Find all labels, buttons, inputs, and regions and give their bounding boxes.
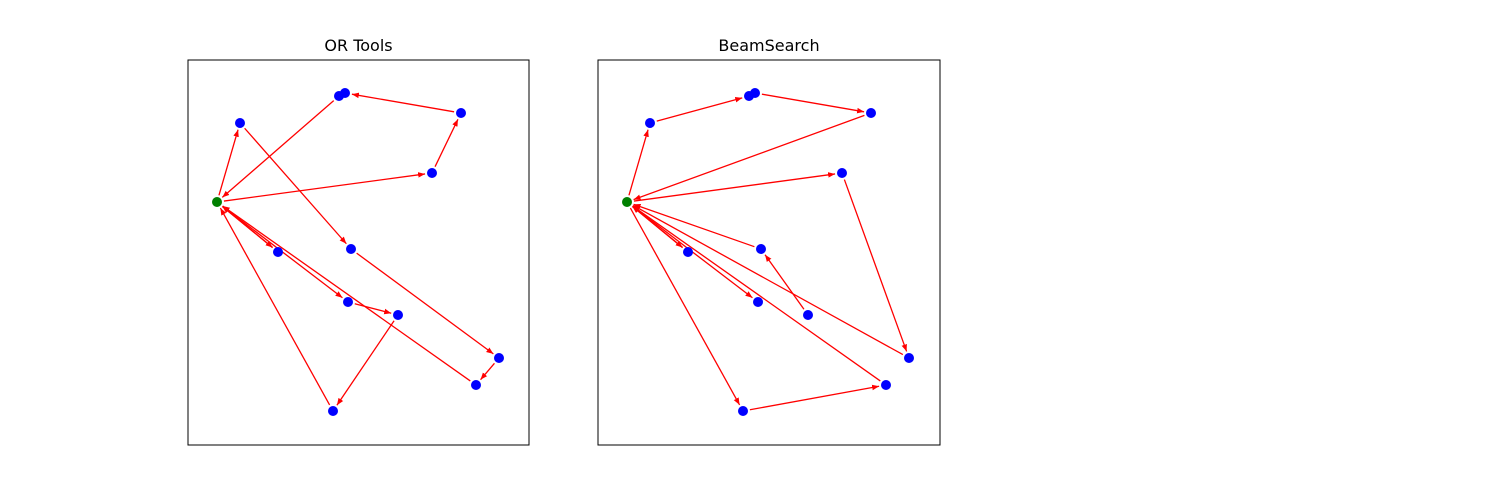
customer-node-n9 [803,310,813,320]
depot-node [622,197,632,207]
panel-or-tools: OR Tools [187,36,530,446]
node-layer [622,88,914,416]
route-edge-n4-depot [633,114,865,201]
route-edge-depot-n5 [223,172,426,202]
node-layer [212,88,504,416]
route-edge-n8-n9 [354,303,392,315]
route-edge-n3-n4 [761,93,865,114]
route-edge-n5-n10 [843,179,908,352]
customer-node-n9 [393,310,403,320]
plot-frame [187,59,530,446]
route-edge-n9-n12 [336,320,395,406]
route-edge-n11-depot [222,205,471,382]
customer-node-n6 [683,247,693,257]
plot-frame [597,59,941,446]
customer-node-n1 [235,118,245,128]
customer-node-n7 [346,244,356,254]
route-edge-n12-n11 [749,384,880,411]
customer-node-n10 [494,353,504,363]
customer-node-n10 [904,353,914,363]
panel-title: OR Tools [324,36,392,55]
customer-node-n3 [340,88,350,98]
route-edge-n10-n11 [480,362,495,381]
customer-node-n4 [866,108,876,118]
customer-node-n1 [645,118,655,128]
customer-node-n12 [738,406,748,416]
route-edge-depot-n12 [629,207,741,406]
customer-node-n3 [750,88,760,98]
customer-node-n4 [456,108,466,118]
customer-node-n8 [343,297,353,307]
route-edge-depot-n1 [218,129,239,196]
route-edge-n1-n7 [244,127,347,245]
route-edge-n7-n10 [356,252,494,355]
customer-node-n6 [273,247,283,257]
customer-node-n11 [881,380,891,390]
panel-beamsearch: BeamSearch [597,36,941,446]
customer-node-n11 [471,380,481,390]
customer-node-n7 [756,244,766,254]
route-edge-n11-depot [632,205,881,382]
route-edge-n5-n4 [434,119,459,167]
route-edge-n9-n7 [764,254,805,310]
route-edge-n1-n2 [656,96,743,122]
route-edge-n4-n3 [351,92,455,113]
customer-node-n12 [328,406,338,416]
panel-title: BeamSearch [718,36,819,55]
customer-node-n5 [837,168,847,178]
customer-node-n5 [427,168,437,178]
route-edge-n10-depot [632,204,904,356]
route-edge-n12-depot [219,207,331,406]
customer-node-n8 [753,297,763,307]
depot-node [212,197,222,207]
edge-layer [218,92,495,406]
route-edge-depot-n1 [628,129,649,196]
route-edge-n7-depot [633,203,755,248]
route-edge-depot-n5 [633,172,836,202]
edge-layer [628,93,908,411]
route-edge-n2-depot [221,100,335,198]
